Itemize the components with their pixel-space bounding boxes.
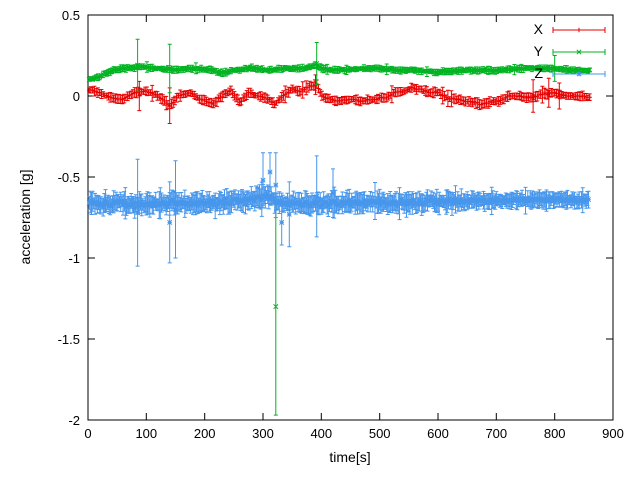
- x-tick-label: 300: [252, 426, 274, 441]
- y-tick-label: -1.5: [58, 332, 80, 347]
- series-Z-markers: [86, 169, 592, 225]
- series-Y-markers: [86, 61, 593, 310]
- legend-label-Z: Z: [534, 65, 543, 81]
- x-tick-label: 700: [485, 426, 507, 441]
- x-tick-label: 0: [84, 426, 91, 441]
- y-tick-label: 0: [73, 89, 80, 104]
- legend-label-X: X: [534, 21, 544, 37]
- plot-generated-content: 0 100 200 300 400 500 600 700 800 900 0.5 0 -0.5 -1 -1…: [58, 8, 624, 441]
- x-tick-label: 200: [194, 426, 216, 441]
- series-Z-errorbars: [87, 152, 591, 267]
- x-tick-label: 400: [310, 426, 332, 441]
- y-axis-title: acceleration [g]: [17, 170, 33, 265]
- x-axis-title: time[s]: [329, 449, 370, 465]
- x-tick-label: 600: [427, 426, 449, 441]
- x-tick-label: 500: [369, 426, 391, 441]
- x-tick-label: 100: [135, 426, 157, 441]
- x-tick-label: 800: [544, 426, 566, 441]
- legend-sample-Z: [552, 71, 606, 77]
- y-tick-label: -1: [68, 251, 80, 266]
- y-tick-label: -2: [68, 413, 80, 428]
- legend-sample-X: [552, 27, 606, 33]
- y-tick-label: 0.5: [62, 8, 80, 23]
- legend-sample-Y: [552, 49, 606, 55]
- plot-border: [87, 14, 614, 421]
- legend-label-Y: Y: [534, 43, 544, 59]
- x-tick-label: 900: [602, 426, 624, 441]
- y-tick-label: -0.5: [58, 170, 80, 185]
